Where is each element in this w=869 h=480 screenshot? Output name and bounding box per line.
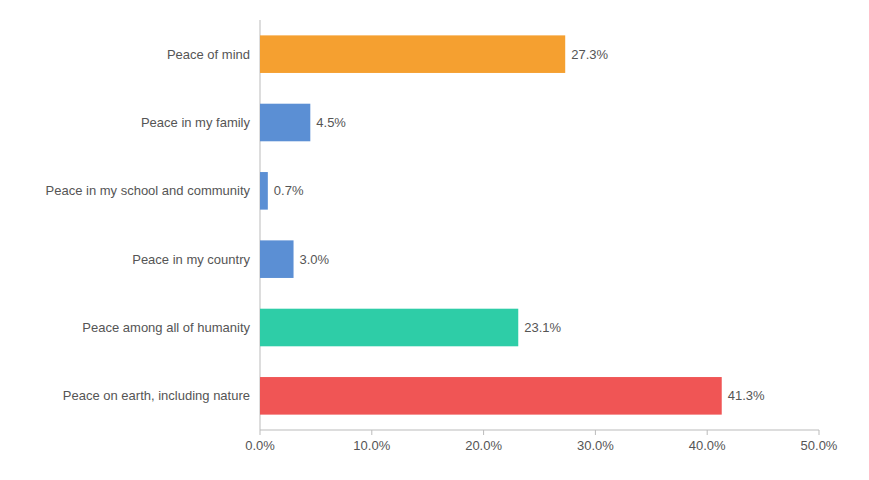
bar	[260, 377, 722, 415]
data-label: 23.1%	[524, 320, 561, 335]
x-tick	[483, 430, 484, 435]
x-tick-label: 20.0%	[465, 438, 502, 453]
data-label: 0.7%	[274, 183, 304, 198]
y-tick-label: Peace in my family	[141, 115, 251, 130]
bars	[260, 35, 722, 414]
bar	[260, 240, 294, 278]
y-tick-label: Peace in my school and community	[46, 183, 251, 198]
x-tick	[819, 430, 820, 435]
y-tick-label: Peace on earth, including nature	[63, 388, 250, 403]
y-tick-label: Peace in my country	[132, 252, 250, 267]
x-axis: 0.0% 10.0% 20.0% 30.0% 40.0% 50.0%	[245, 20, 838, 453]
x-tick	[371, 430, 372, 435]
chart-container: 0.0% 10.0% 20.0% 30.0% 40.0% 50.0% Peace on ea…	[0, 0, 869, 480]
x-tick-label: 50.0%	[801, 438, 838, 453]
data-label: 41.3%	[728, 388, 765, 403]
bar	[260, 104, 310, 142]
x-tick-label: 30.0%	[577, 438, 614, 453]
x-tick	[260, 430, 261, 435]
x-axis-line	[260, 430, 819, 431]
chart: 0.0% 10.0% 20.0% 30.0% 40.0% 50.0% Peace on ea…	[0, 0, 869, 480]
y-tick-label: Peace of mind	[167, 47, 250, 62]
data-label: 3.0%	[300, 252, 330, 267]
x-tick-label: 10.0%	[353, 438, 390, 453]
x-tick-label: 40.0%	[689, 438, 726, 453]
y-axis: Peace on earth, including nature Peace am…	[46, 47, 251, 404]
data-label: 4.5%	[316, 115, 346, 130]
bar	[260, 35, 565, 73]
bar	[260, 309, 518, 347]
data-label: 27.3%	[571, 47, 608, 62]
x-tick-label: 0.0%	[245, 438, 275, 453]
bar	[260, 172, 268, 210]
x-tick	[707, 430, 708, 435]
data-labels: 41.3% 23.1% 3.0% 0.7% 4.5% 27.3%	[274, 47, 765, 404]
y-axis-line	[260, 20, 261, 430]
y-tick-label: Peace among all of humanity	[82, 320, 250, 335]
x-tick	[595, 430, 596, 435]
